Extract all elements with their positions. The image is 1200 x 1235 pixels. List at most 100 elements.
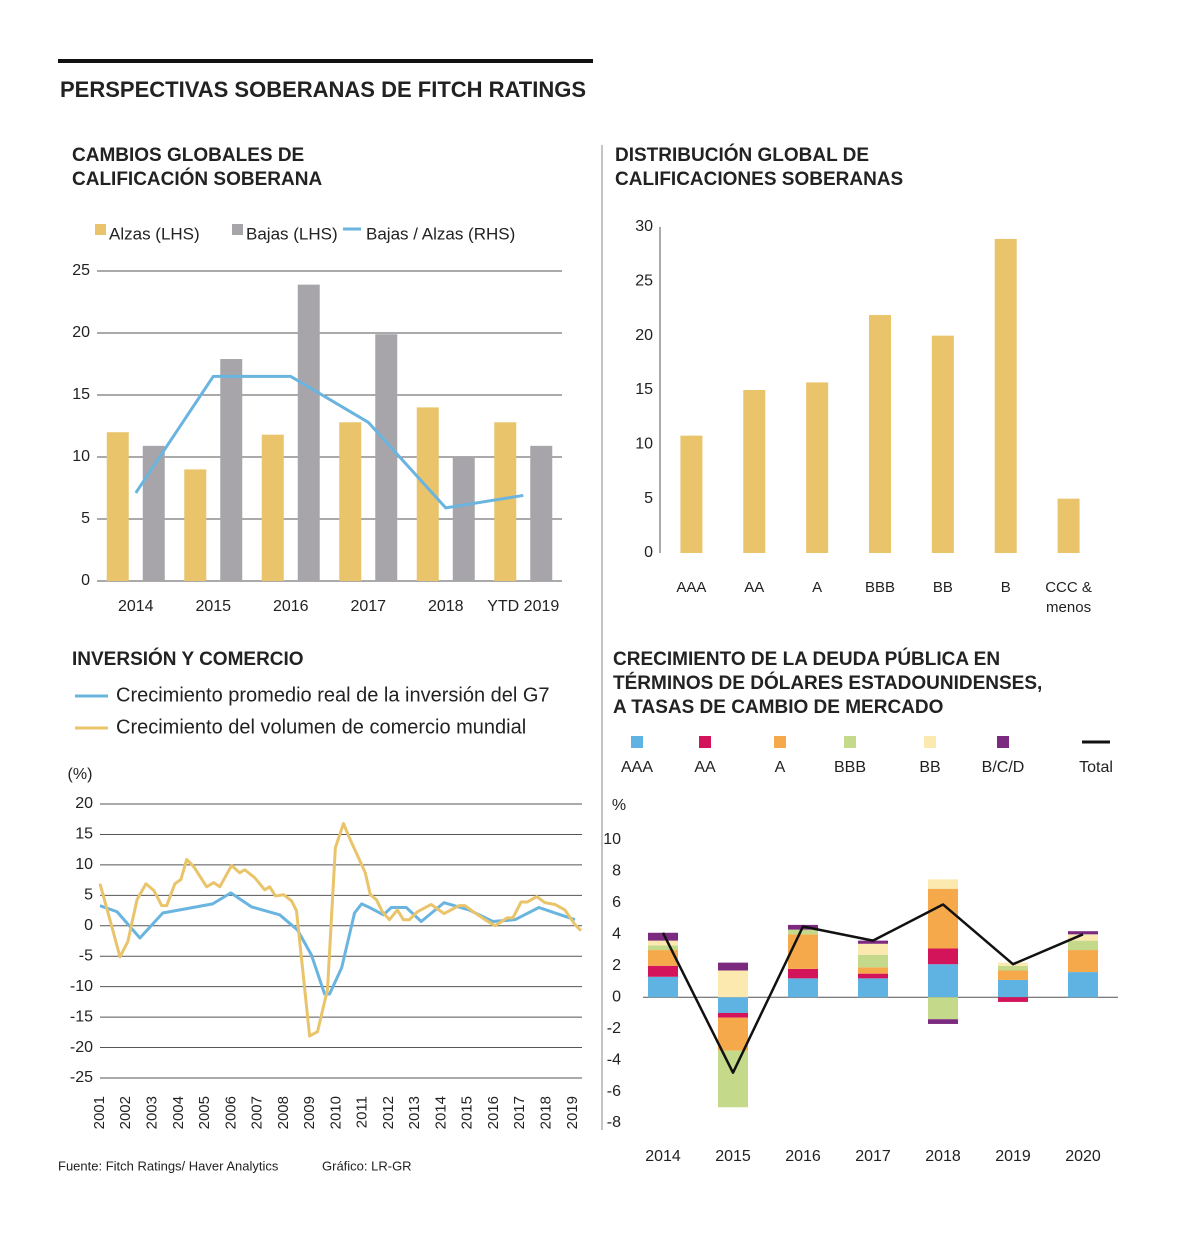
y-tick-label: -10 [70, 978, 93, 995]
x-tick-label: A [812, 579, 823, 596]
y-tick-label: 20 [75, 795, 93, 812]
bar-segment [648, 950, 678, 966]
bar [452, 457, 475, 581]
bar-segment [928, 997, 958, 1020]
legend-swatch [844, 736, 856, 748]
bar [184, 469, 207, 581]
bar-segment [998, 970, 1028, 980]
y-axis-unit: (%) [68, 766, 93, 783]
legend-label: Total [1079, 759, 1113, 776]
legend-label: B/C/D [982, 759, 1025, 776]
x-tick-label: 2009 [301, 1096, 318, 1129]
y-axis-unit: % [612, 797, 626, 814]
series-line [661, 903, 1084, 1074]
bar-segment [788, 968, 818, 979]
y-tick-label: 25 [72, 262, 90, 279]
bar-segment [648, 932, 678, 941]
y-tick-label: 15 [72, 386, 90, 403]
y-tick-label: 0 [644, 544, 653, 561]
bar-segment [1068, 940, 1098, 951]
x-tick-label: 2014 [432, 1096, 449, 1129]
y-tick-label: 10 [72, 448, 90, 465]
x-tick-label: 2016 [785, 1148, 821, 1165]
x-tick-label: 2010 [327, 1096, 344, 1129]
bar-segment [1068, 931, 1098, 935]
bar [297, 284, 320, 581]
x-tick-label: 2016 [273, 598, 309, 615]
bar-segment [928, 879, 958, 889]
y-tick-label: -25 [70, 1069, 93, 1086]
y-tick-label: 4 [612, 926, 621, 943]
bar-segment [998, 979, 1028, 998]
y-tick-label: 10 [603, 831, 621, 848]
x-tick-label: AAA [676, 579, 707, 596]
chart-title: A TASAS DE CAMBIO DE MERCADO [613, 697, 943, 718]
bar [375, 334, 398, 581]
y-tick-label: 20 [72, 324, 90, 341]
x-tick-label: 2019 [995, 1148, 1031, 1165]
bar-segment [718, 1012, 748, 1018]
bar-segment [998, 965, 1028, 971]
bar [220, 359, 243, 581]
y-tick-label: -15 [70, 1008, 93, 1025]
bar [869, 315, 891, 553]
y-tick-label: -6 [607, 1083, 621, 1100]
x-tick-label: 2011 [354, 1096, 371, 1128]
legend-swatch [95, 224, 106, 235]
y-tick-label: 8 [612, 863, 621, 880]
y-tick-label: 2 [612, 957, 621, 974]
x-tick-label: 2017 [350, 598, 386, 615]
bar [261, 434, 284, 581]
bar-segment [718, 970, 748, 998]
bar-segment [648, 940, 678, 946]
legend-swatch [631, 736, 643, 748]
x-tick-label: 2007 [249, 1096, 266, 1129]
bar [142, 445, 165, 581]
x-tick-label: 2016 [485, 1096, 502, 1129]
x-tick-label: CCC & menos [1045, 579, 1092, 616]
legend-swatch [232, 224, 243, 235]
x-tick-label: 2013 [406, 1096, 423, 1129]
x-tick-label: 2008 [275, 1096, 292, 1129]
y-tick-label: 0 [612, 988, 621, 1005]
x-tick-label: 2001 [91, 1096, 108, 1129]
bar [931, 335, 954, 553]
bar-segment [648, 965, 678, 977]
legend-label: Alzas (LHS) [109, 224, 200, 243]
legend-label: Bajas / Alzas (RHS) [366, 224, 515, 243]
y-tick-label: 0 [81, 572, 90, 589]
y-tick-label: 20 [635, 327, 653, 344]
bar-segment [858, 940, 888, 944]
bar [339, 422, 362, 581]
bar-segment [1068, 972, 1098, 998]
bar-segment [928, 964, 958, 998]
x-tick-label: 2017 [511, 1096, 528, 1129]
bar [106, 432, 129, 581]
y-tick-label: 5 [81, 510, 90, 527]
x-tick-label-box: A [812, 579, 823, 596]
legend-swatch [774, 736, 786, 748]
credit: Gráfico: LR-GR [322, 1158, 412, 1173]
legend-label: Crecimiento promedio real de la inversió… [116, 684, 550, 706]
bar-segment [928, 888, 958, 949]
page-title: PERSPECTIVAS SOBERANAS DE FITCH RATINGS [60, 77, 586, 102]
y-tick-label: 25 [635, 273, 653, 290]
x-tick-label: 2020 [1065, 1148, 1101, 1165]
x-tick-label-box: B [1000, 579, 1011, 596]
bar-segment [998, 997, 1028, 1002]
chart-title: DISTRIBUCIÓN GLOBAL DE [615, 144, 869, 166]
y-tick-label: 30 [635, 218, 653, 235]
x-tick-label: 2004 [170, 1096, 187, 1129]
x-tick-label: B [1000, 579, 1011, 596]
x-tick-label: 2003 [144, 1096, 161, 1129]
series-line [134, 374, 524, 510]
legend-swatch [699, 736, 711, 748]
x-tick-label: 2018 [925, 1148, 961, 1165]
bar [1057, 498, 1080, 553]
x-tick-label: 2002 [117, 1096, 134, 1129]
legend-label: A [775, 759, 786, 776]
top-rule [58, 59, 593, 63]
y-tick-label: -5 [79, 947, 93, 964]
bar [494, 422, 517, 581]
